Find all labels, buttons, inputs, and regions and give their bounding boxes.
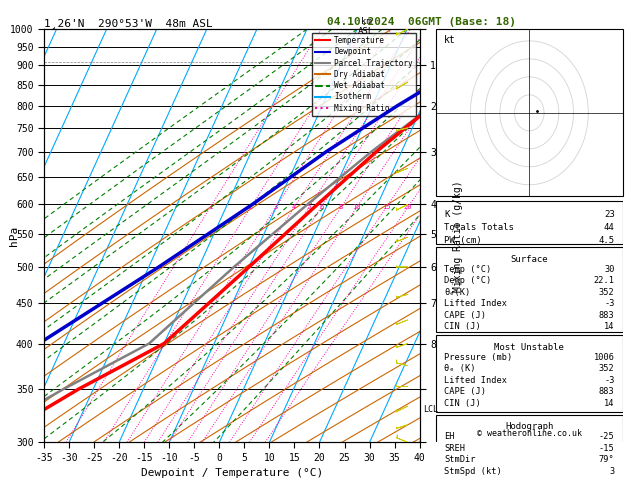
Text: 23: 23	[604, 209, 615, 219]
Text: Pressure (mb): Pressure (mb)	[444, 353, 512, 362]
Text: 883: 883	[599, 387, 615, 396]
Text: -25: -25	[599, 433, 615, 441]
Text: 883: 883	[599, 311, 615, 320]
Text: StmDir: StmDir	[444, 455, 476, 465]
Text: K: K	[444, 209, 449, 219]
Text: 14: 14	[604, 323, 615, 331]
Text: θₑ (K): θₑ (K)	[444, 364, 476, 373]
Text: -3: -3	[604, 376, 615, 385]
Text: Hodograph: Hodograph	[505, 422, 554, 432]
Text: km
ASL: km ASL	[358, 17, 374, 36]
Text: 04.10.2024  06GMT (Base: 18): 04.10.2024 06GMT (Base: 18)	[327, 17, 516, 27]
Text: θₑ(K): θₑ(K)	[444, 288, 470, 297]
Bar	[436, 335, 623, 412]
Bar	[436, 247, 623, 332]
Text: -3: -3	[604, 299, 615, 308]
Text: CAPE (J): CAPE (J)	[444, 311, 486, 320]
Text: 1¸26'N  290°53'W  48m ASL: 1¸26'N 290°53'W 48m ASL	[44, 18, 213, 28]
Text: 4: 4	[292, 204, 296, 210]
Text: 3: 3	[610, 467, 615, 476]
Text: CIN (J): CIN (J)	[444, 323, 481, 331]
Text: 79°: 79°	[599, 455, 615, 465]
Text: hPa: hPa	[9, 226, 19, 246]
Y-axis label: Mixing Ratio (g/kg): Mixing Ratio (g/kg)	[453, 180, 462, 292]
Text: 1: 1	[208, 204, 213, 210]
Text: Lifted Index: Lifted Index	[444, 376, 507, 385]
Text: kt: kt	[444, 35, 456, 45]
Text: 6: 6	[319, 204, 323, 210]
Text: 14: 14	[604, 399, 615, 408]
Text: 352: 352	[599, 364, 615, 373]
Text: 2: 2	[248, 204, 253, 210]
Text: -15: -15	[599, 444, 615, 453]
Text: PW (cm): PW (cm)	[444, 236, 482, 245]
Text: StmSpd (kt): StmSpd (kt)	[444, 467, 502, 476]
Text: CAPE (J): CAPE (J)	[444, 387, 486, 396]
Text: SREH: SREH	[444, 444, 465, 453]
Text: Lifted Index: Lifted Index	[444, 299, 507, 308]
Text: 10: 10	[352, 204, 361, 210]
Text: 4.5: 4.5	[598, 236, 615, 245]
Text: 5: 5	[307, 204, 311, 210]
Text: Most Unstable: Most Unstable	[494, 343, 564, 352]
Text: 20: 20	[404, 204, 412, 210]
Text: EH: EH	[444, 433, 455, 441]
Text: CIN (J): CIN (J)	[444, 399, 481, 408]
X-axis label: Dewpoint / Temperature (°C): Dewpoint / Temperature (°C)	[141, 468, 323, 478]
Legend: Temperature, Dewpoint, Parcel Trajectory, Dry Adiabat, Wet Adiabat, Isotherm, Mi: Temperature, Dewpoint, Parcel Trajectory…	[312, 33, 416, 116]
Bar	[436, 415, 623, 483]
Text: 352: 352	[599, 288, 615, 297]
Text: 30: 30	[604, 265, 615, 274]
Text: 3: 3	[274, 204, 278, 210]
Bar	[436, 201, 623, 244]
Text: Dewp (°C): Dewp (°C)	[444, 276, 491, 285]
Text: 8: 8	[339, 204, 343, 210]
Text: 1006: 1006	[594, 353, 615, 362]
Text: Temp (°C): Temp (°C)	[444, 265, 491, 274]
Text: Surface: Surface	[511, 255, 548, 264]
Bar	[436, 29, 623, 196]
Text: © weatheronline.co.uk: © weatheronline.co.uk	[477, 429, 582, 438]
Text: 44: 44	[604, 223, 615, 232]
Text: 22.1: 22.1	[594, 276, 615, 285]
Text: 15: 15	[382, 204, 391, 210]
Text: LCL: LCL	[423, 405, 438, 415]
Text: Totals Totals: Totals Totals	[444, 223, 514, 232]
